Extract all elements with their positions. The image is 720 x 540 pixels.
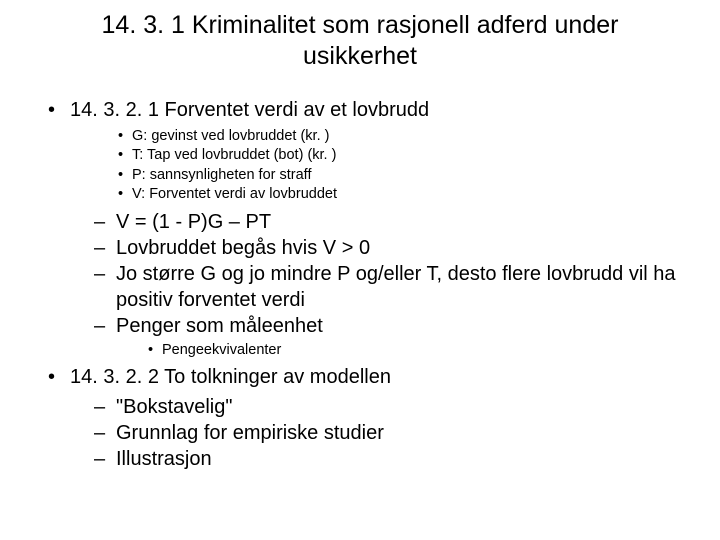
slide-title: 14. 3. 1 Kriminalitet som rasjonell adfe…	[90, 10, 630, 73]
dash-item: Jo større G og jo mindre P og/eller T, d…	[94, 261, 690, 313]
top-list: 14. 3. 2. 1 Forventet verdi av et lovbru…	[30, 97, 690, 473]
dash-item: Illustrasjon	[94, 446, 690, 472]
dash-item: Penger som måleenhet Pengeekvivalenter	[94, 313, 690, 361]
section-2-heading: 14. 3. 2. 2 To tolkninger av modellen	[70, 366, 391, 388]
dash-list-1: V = (1 - P)G – PT Lovbruddet begås hvis …	[70, 209, 690, 361]
section-1-heading: 14. 3. 2. 1 Forventet verdi av et lovbru…	[70, 99, 429, 121]
dash-item: "Bokstavelig"	[94, 394, 690, 420]
def-item: T: Tap ved lovbruddet (bot) (kr. )	[118, 146, 690, 166]
dash-list-2: "Bokstavelig" Grunnlag for empiriske stu…	[70, 394, 690, 472]
dash-item: Grunnlag for empiriske studier	[94, 420, 690, 446]
slide: 14. 3. 1 Kriminalitet som rasjonell adfe…	[0, 0, 720, 540]
def-item: P: sannsynligheten for straff	[118, 166, 690, 186]
definitions-list: G: gevinst ved lovbruddet (kr. ) T: Tap …	[70, 127, 690, 205]
def-item: G: gevinst ved lovbruddet (kr. )	[118, 127, 690, 147]
sub-tiny-list: Pengeekvivalenter	[116, 341, 690, 361]
section-2: 14. 3. 2. 2 To tolkninger av modellen "B…	[48, 364, 690, 472]
sub-tiny-item: Pengeekvivalenter	[148, 341, 690, 361]
def-item: V: Forventet verdi av lovbruddet	[118, 185, 690, 205]
dash-item: Lovbruddet begås hvis V > 0	[94, 235, 690, 261]
dash-item: V = (1 - P)G – PT	[94, 209, 690, 235]
section-1: 14. 3. 2. 1 Forventet verdi av et lovbru…	[48, 97, 690, 361]
dash-item-label: Penger som måleenhet	[116, 315, 323, 337]
